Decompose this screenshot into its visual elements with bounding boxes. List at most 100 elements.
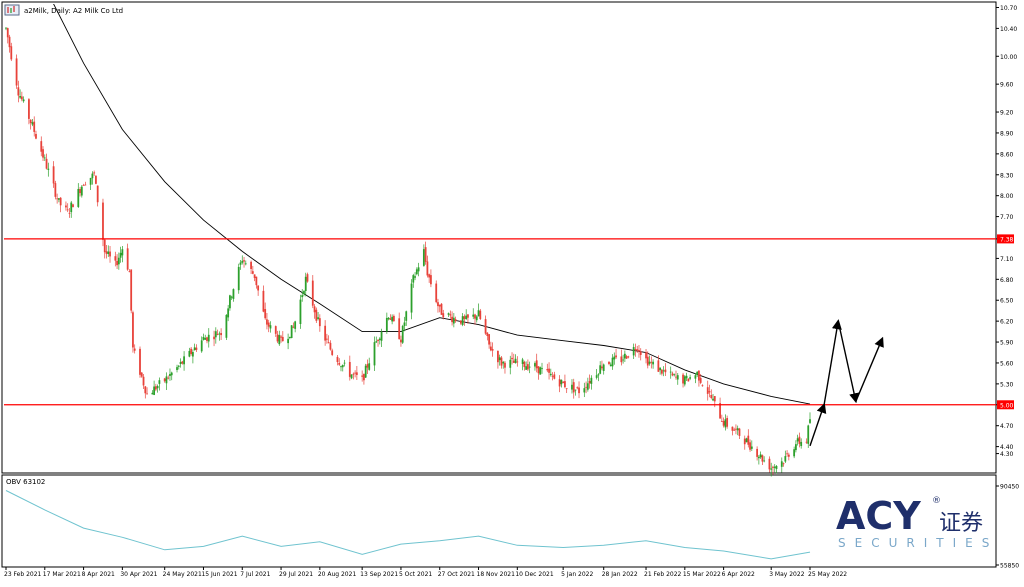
candle-down xyxy=(331,350,334,355)
candle-up xyxy=(622,359,625,361)
date-axis-label: 21 Feb 2022 xyxy=(644,571,682,578)
candle-up xyxy=(156,386,159,389)
candle-down xyxy=(276,334,279,342)
candle-up xyxy=(736,428,739,431)
candle-up xyxy=(521,359,524,364)
candle-up xyxy=(447,313,450,315)
logo-sub: SECURITIES xyxy=(838,536,998,550)
date-axis-label: 24 May 2021 xyxy=(163,571,202,578)
candle-up xyxy=(773,466,776,468)
candle-down xyxy=(253,274,256,278)
candle-down xyxy=(35,133,37,139)
candle-up xyxy=(525,366,528,370)
projection-arrow-final[interactable] xyxy=(855,336,884,402)
candle-up xyxy=(571,384,573,390)
candle-down xyxy=(6,28,9,38)
candle-down xyxy=(627,356,630,358)
candle-down xyxy=(761,455,764,462)
candle-up xyxy=(380,331,383,341)
candle-down xyxy=(318,318,321,327)
candle-down xyxy=(467,314,469,318)
candle-down xyxy=(163,378,166,382)
candle-up xyxy=(57,198,60,200)
candle-down xyxy=(45,158,48,169)
candle-down xyxy=(329,342,332,350)
projection-arrow-segment[interactable] xyxy=(823,319,842,405)
candle-down xyxy=(426,261,429,276)
candle-up xyxy=(539,367,542,375)
candle-down xyxy=(325,338,328,340)
candle-down xyxy=(601,366,603,369)
candle-down xyxy=(84,184,87,186)
candle-up xyxy=(794,444,797,451)
candle-down xyxy=(33,121,36,132)
candle-up xyxy=(153,386,156,395)
price-axis-label: 6.20 xyxy=(1000,319,1014,326)
candle-down xyxy=(489,346,492,351)
price-axis-label: 8.30 xyxy=(1000,172,1014,179)
candle-down xyxy=(103,239,106,253)
candle-down xyxy=(620,356,623,363)
candle-down xyxy=(154,386,157,390)
candle-up xyxy=(269,325,272,329)
candle-down xyxy=(114,256,117,261)
candle-down xyxy=(251,271,254,274)
candle-up xyxy=(662,370,665,372)
candle-up xyxy=(119,252,122,258)
candle-up xyxy=(218,333,221,335)
candle-down xyxy=(366,364,369,368)
obv-panel xyxy=(1,474,997,568)
candle-down xyxy=(747,435,750,445)
candle-up xyxy=(176,367,178,371)
candle-down xyxy=(657,360,660,372)
candle-up xyxy=(528,366,531,368)
obv-title: OBV 63102 xyxy=(6,478,45,486)
candle-up xyxy=(452,317,455,324)
candle-down xyxy=(266,319,268,325)
candle-down xyxy=(504,362,506,368)
candle-up xyxy=(207,334,210,342)
candle-down xyxy=(634,349,637,351)
candle-down xyxy=(109,251,111,257)
candle-down xyxy=(454,319,457,322)
candle-down xyxy=(551,375,554,377)
price-axis-label: 5.30 xyxy=(1000,381,1014,388)
candle-up xyxy=(502,361,505,364)
candle-down xyxy=(639,351,642,355)
candle-up xyxy=(165,376,168,384)
candle-up xyxy=(193,347,196,351)
date-axis-label: 3 May 2022 xyxy=(769,571,804,578)
projection-arrow-segment[interactable] xyxy=(809,402,827,447)
candle-down xyxy=(146,393,148,395)
price-axis-label: 8.90 xyxy=(1000,130,1014,137)
candle-up xyxy=(303,291,305,295)
candle-up xyxy=(391,316,394,322)
projection-arrow-segment[interactable] xyxy=(837,320,860,404)
candle-up xyxy=(227,308,230,318)
candle-down xyxy=(675,376,677,378)
candle-up xyxy=(47,168,50,170)
candle-down xyxy=(805,441,808,443)
candle-down xyxy=(733,429,736,431)
candle-up xyxy=(676,375,679,380)
candle-down xyxy=(363,374,365,381)
candle-down xyxy=(190,348,193,355)
candle-up xyxy=(648,361,651,364)
candle-up xyxy=(793,449,796,457)
candle-down xyxy=(105,251,108,254)
candle-up xyxy=(368,363,371,370)
candle-down xyxy=(220,333,223,336)
candle-down xyxy=(787,454,790,457)
candle-down xyxy=(315,309,318,321)
candle-down xyxy=(66,209,69,211)
candle-up xyxy=(288,336,291,338)
candle-down xyxy=(459,320,462,324)
candle-down xyxy=(142,376,145,386)
candle-down xyxy=(52,166,55,184)
candle-down xyxy=(327,342,330,343)
candle-down xyxy=(731,426,734,431)
candle-up xyxy=(775,466,778,469)
candle-up xyxy=(673,374,676,376)
candle-down xyxy=(398,318,401,340)
